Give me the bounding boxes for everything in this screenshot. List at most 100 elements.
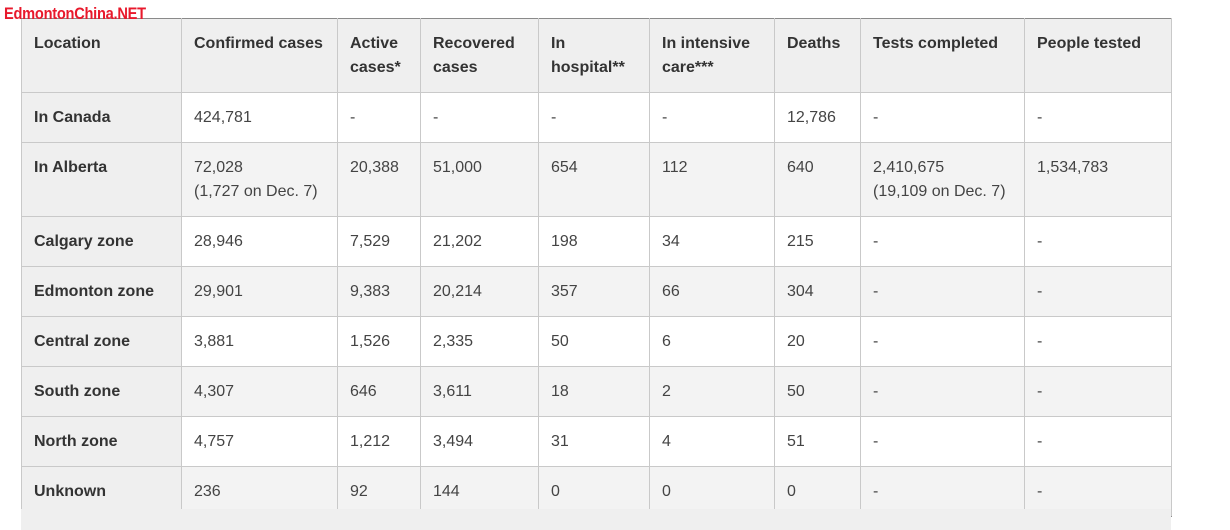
deaths-cell: 50	[774, 366, 861, 417]
deaths-cell: 640	[774, 142, 861, 217]
in-hospital-cell: 654	[538, 142, 650, 217]
active-cases-cell: -	[337, 92, 421, 143]
header-in-hospital: In hospital**	[538, 18, 650, 93]
confirmed-cases-cell: 424,781	[181, 92, 338, 143]
watermark-logo: EdmontonChina.NET	[4, 4, 146, 23]
intensive-care-cell: 2	[649, 366, 775, 417]
confirmed-cases-cell-value: 4,757	[194, 433, 235, 450]
confirmed-cases-cell: 4,757	[181, 416, 338, 467]
confirmed-cases-cell: 3,881	[181, 316, 338, 367]
people-tested-cell: -	[1024, 92, 1172, 143]
people-tested-cell-value: -	[1037, 233, 1043, 250]
confirmed-cases-cell-value: 236	[194, 483, 221, 500]
deaths-cell-value: 12,786	[787, 109, 836, 126]
table-row: South zone 4,307 646 3,611 18 2 50 - -	[21, 366, 1172, 417]
confirmed-cases-cell-value: 3,881	[194, 333, 235, 350]
deaths-cell-value: 51	[787, 433, 805, 450]
recovered-cases-cell: 21,202	[420, 216, 539, 267]
intensive-care-cell-value: -	[662, 109, 668, 126]
people-tested-cell: 1,534,783	[1024, 142, 1172, 217]
people-tested-cell-value: -	[1037, 283, 1043, 300]
table-row: Calgary zone 28,946 7,529 21,202 198 34 215 - -	[21, 216, 1172, 267]
tests-completed-cell-value: -	[873, 483, 879, 500]
table-row: Central zone 3,881 1,526 2,335 50 6 20 - -	[21, 316, 1172, 367]
confirmed-cases-cell-value: 29,901	[194, 283, 243, 300]
active-cases-cell-value: 7,529	[350, 233, 391, 250]
people-tested-cell: -	[1024, 416, 1172, 467]
location-cell: North zone	[21, 416, 182, 467]
tests-completed-cell-value: 2,410,675	[873, 159, 945, 176]
people-tested-cell-value: -	[1037, 109, 1043, 126]
tests-completed-cell-value: -	[873, 109, 879, 126]
active-cases-cell: 646	[337, 366, 421, 417]
intensive-care-cell: 4	[649, 416, 775, 467]
confirmed-cases-cell-daily-note: (1,727 on Dec. 7)	[194, 183, 318, 200]
active-cases-cell-value: 1,212	[350, 433, 391, 450]
intensive-care-cell: -	[649, 92, 775, 143]
deaths-cell: 0	[774, 466, 861, 517]
table-row: Unknown 236 92 144 0 0 0 - -	[21, 466, 1172, 517]
active-cases-cell: 9,383	[337, 266, 421, 317]
table-body: In Canada 424,781- - - -12,786- - In Alberta 72…	[21, 92, 1172, 517]
people-tested-cell: -	[1024, 216, 1172, 267]
covid-stats-table-container: Location Confirmed cases Active cases* R…	[21, 18, 1172, 517]
table-header: Location Confirmed cases Active cases* R…	[21, 18, 1172, 93]
tests-completed-cell-value: -	[873, 383, 879, 400]
active-cases-cell: 1,212	[337, 416, 421, 467]
people-tested-cell-value: -	[1037, 333, 1043, 350]
recovered-cases-cell: 51,000	[420, 142, 539, 217]
confirmed-cases-cell-value: 28,946	[194, 233, 243, 250]
deaths-cell: 20	[774, 316, 861, 367]
deaths-cell-value: 20	[787, 333, 805, 350]
header-confirmed-cases: Confirmed cases	[181, 18, 338, 93]
recovered-cases-cell: 2,335	[420, 316, 539, 367]
in-hospital-cell: 0	[538, 466, 650, 517]
tests-completed-cell-daily-note: (19,109 on Dec. 7)	[873, 183, 1006, 200]
tests-completed-cell: -	[860, 216, 1025, 267]
tests-completed-cell-value: -	[873, 283, 879, 300]
tests-completed-cell: -	[860, 92, 1025, 143]
table-row: Edmonton zone 29,901 9,383 20,214 357 66 304 - -	[21, 266, 1172, 317]
deaths-cell-value: 0	[787, 483, 796, 500]
people-tested-cell: -	[1024, 466, 1172, 517]
table-row: In Alberta 72,028 (1,727 on Dec. 7) 20,388 5…	[21, 142, 1172, 217]
tests-completed-cell: -	[860, 366, 1025, 417]
people-tested-cell: -	[1024, 266, 1172, 317]
active-cases-cell: 1,526	[337, 316, 421, 367]
recovered-cases-cell: 144	[420, 466, 539, 517]
people-tested-cell-value: -	[1037, 383, 1043, 400]
confirmed-cases-cell: 29,901	[181, 266, 338, 317]
active-cases-cell-value: -	[350, 109, 356, 126]
confirmed-cases-cell-value: 424,781	[194, 109, 252, 126]
location-cell: Unknown	[21, 466, 182, 517]
in-hospital-cell-value: 654	[551, 159, 578, 176]
intensive-care-cell-value: 4	[662, 433, 671, 450]
in-hospital-cell: 357	[538, 266, 650, 317]
in-hospital-cell-value: -	[551, 109, 557, 126]
recovered-cases-cell-value: 144	[433, 483, 460, 500]
intensive-care-cell: 0	[649, 466, 775, 517]
confirmed-cases-cell-value: 72,028	[194, 159, 243, 176]
in-hospital-cell: -	[538, 92, 650, 143]
header-in-intensive-care: In intensive care***	[649, 18, 775, 93]
confirmed-cases-cell: 4,307	[181, 366, 338, 417]
intensive-care-cell-value: 112	[662, 159, 688, 176]
tests-completed-cell: 2,410,675 (19,109 on Dec. 7)	[860, 142, 1025, 217]
people-tested-cell: -	[1024, 316, 1172, 367]
intensive-care-cell-value: 2	[662, 383, 671, 400]
location-cell: South zone	[21, 366, 182, 417]
active-cases-cell-value: 92	[350, 483, 368, 500]
recovered-cases-cell: -	[420, 92, 539, 143]
in-hospital-cell-value: 357	[551, 283, 578, 300]
deaths-cell-value: 640	[787, 159, 814, 176]
in-hospital-cell-value: 198	[551, 233, 578, 250]
tests-completed-cell-value: -	[873, 233, 879, 250]
recovered-cases-cell-value: 3,611	[433, 383, 472, 400]
intensive-care-cell: 34	[649, 216, 775, 267]
in-hospital-cell-value: 18	[551, 383, 569, 400]
people-tested-cell-value: 1,534,783	[1037, 159, 1109, 176]
tests-completed-cell-value: -	[873, 333, 879, 350]
in-hospital-cell-value: 50	[551, 333, 569, 350]
people-tested-cell: -	[1024, 366, 1172, 417]
intensive-care-cell: 112	[649, 142, 775, 217]
